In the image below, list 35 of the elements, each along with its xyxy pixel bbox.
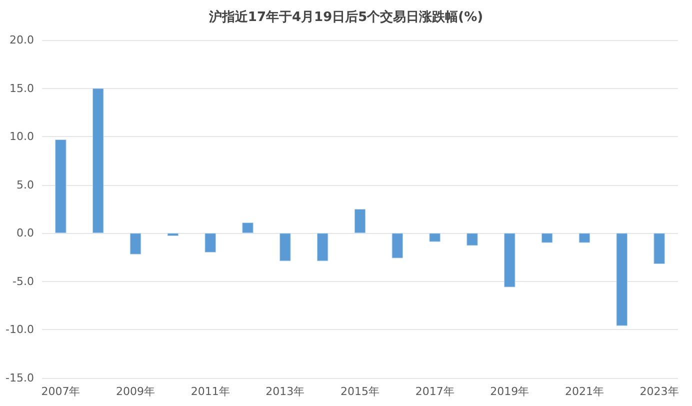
x-tick-label: 2013年 (266, 385, 305, 398)
y-tick-label: -10.0 (6, 323, 34, 336)
x-tick-label: 2015年 (340, 385, 380, 398)
y-tick-label: 0.0 (16, 226, 34, 240)
x-tick-label: 2011年 (190, 385, 230, 398)
x-tick-label: 2009年 (116, 385, 156, 398)
bar (92, 88, 104, 234)
bar (204, 233, 216, 252)
bar (316, 233, 328, 262)
bar (466, 233, 478, 246)
y-tick-label: 15.0 (10, 82, 34, 95)
y-tick-label: 10.0 (10, 130, 34, 144)
x-tick-label: 2007年 (41, 385, 80, 398)
x-tick-label: 2023年 (640, 385, 679, 398)
y-tick-label: -15.0 (6, 372, 34, 384)
bar (429, 233, 440, 242)
x-tick-label: 2017年 (415, 385, 454, 398)
bar (55, 139, 66, 234)
y-tick-label: 5.0 (16, 178, 34, 192)
bar (242, 222, 254, 234)
bar (654, 233, 665, 264)
bar (167, 233, 179, 236)
bar (392, 233, 404, 258)
bar (354, 209, 366, 234)
bar (280, 233, 291, 262)
bar (541, 233, 553, 243)
y-tick-label: -5.0 (12, 274, 34, 288)
y-tick-label: 20.0 (10, 34, 34, 46)
bar (616, 233, 628, 326)
x-tick-label: 2021年 (564, 385, 604, 398)
chart-title: 沪指近17年于4月19日后5个交易日涨跌幅(%) (208, 9, 484, 25)
bar (578, 233, 590, 243)
bar (504, 233, 516, 288)
bar (130, 233, 142, 254)
x-tick-label: 2019年 (490, 385, 530, 398)
